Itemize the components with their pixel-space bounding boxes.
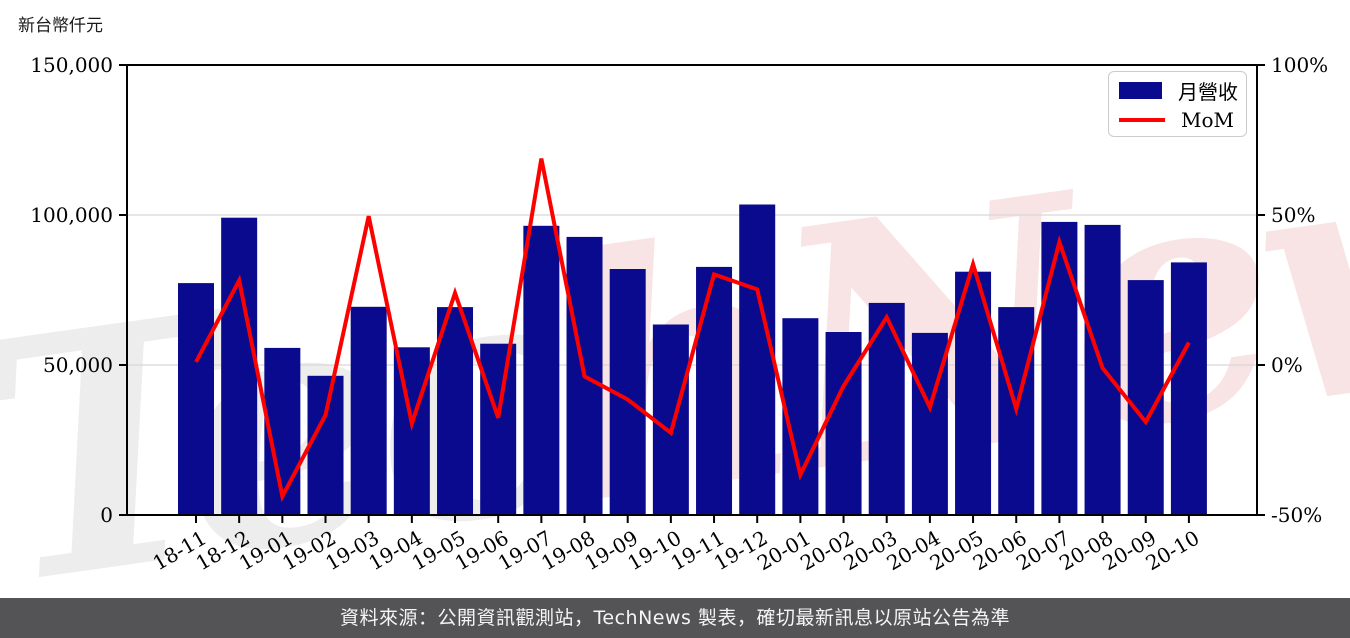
- revenue-bar-20-05: [955, 271, 992, 515]
- y-left-tick-label: 150,000: [30, 53, 113, 77]
- y-left-tick-label: 50,000: [43, 353, 113, 377]
- y-left-tick-label: 100,000: [30, 203, 113, 227]
- mom-swatch-icon: [1119, 117, 1165, 122]
- revenue-bar-20-07: [1041, 221, 1078, 515]
- plot-border: [126, 64, 1258, 516]
- revenue-mom-chart-svg: TechNews050,000100,000150,000-50%0%50%10…: [0, 34, 1350, 598]
- revenue-bar-19-05: [437, 307, 474, 515]
- legend: 月營收 MoM: [1108, 71, 1247, 137]
- left-axis-unit-title: 新台幣仟元: [18, 16, 103, 36]
- revenue-bar-19-06: [480, 343, 517, 515]
- y-right-tick-label: 0%: [1271, 353, 1303, 377]
- revenue-bar-19-03: [350, 306, 387, 515]
- revenue-bar-18-12: [221, 217, 258, 515]
- source-footer: 資料來源：公開資訊觀測站，TechNews 製表，確切最新訊息以原站公告為準: [0, 598, 1350, 638]
- revenue-bar-20-02: [825, 332, 862, 515]
- revenue-bar-19-10: [652, 324, 689, 515]
- revenue-bar-20-10: [1170, 262, 1207, 515]
- legend-item-revenue: 月營收: [1117, 76, 1238, 105]
- y-left-tick-label: 0: [100, 503, 113, 527]
- legend-label-revenue: 月營收: [1178, 80, 1238, 105]
- y-right-tick-label: 50%: [1271, 203, 1315, 227]
- y-right-tick-label: -50%: [1271, 503, 1322, 527]
- revenue-bar-19-07: [523, 225, 560, 516]
- revenue-bar-19-02: [307, 375, 344, 515]
- revenue-bar-19-12: [739, 204, 776, 515]
- legend-label-mom: MoM: [1181, 107, 1234, 132]
- y-right-tick-label: 100%: [1271, 53, 1328, 77]
- revenue-bar-18-11: [178, 283, 214, 515]
- revenue-swatch-icon: [1119, 82, 1162, 100]
- mom-line: [194, 158, 1191, 503]
- revenue-bar-19-11: [696, 266, 733, 515]
- legend-item-mom: MoM: [1117, 108, 1238, 132]
